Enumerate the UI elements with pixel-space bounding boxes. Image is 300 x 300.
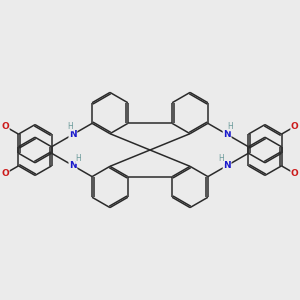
- Text: N: N: [69, 161, 77, 170]
- Text: O: O: [291, 122, 299, 131]
- Text: O: O: [1, 122, 9, 131]
- Text: N: N: [223, 130, 231, 139]
- Text: H: H: [67, 122, 73, 131]
- Text: H: H: [227, 122, 233, 131]
- Text: H: H: [219, 154, 224, 164]
- Text: N: N: [69, 130, 77, 139]
- Text: O: O: [291, 169, 299, 178]
- Text: H: H: [76, 154, 81, 164]
- Text: N: N: [223, 161, 231, 170]
- Text: O: O: [1, 169, 9, 178]
